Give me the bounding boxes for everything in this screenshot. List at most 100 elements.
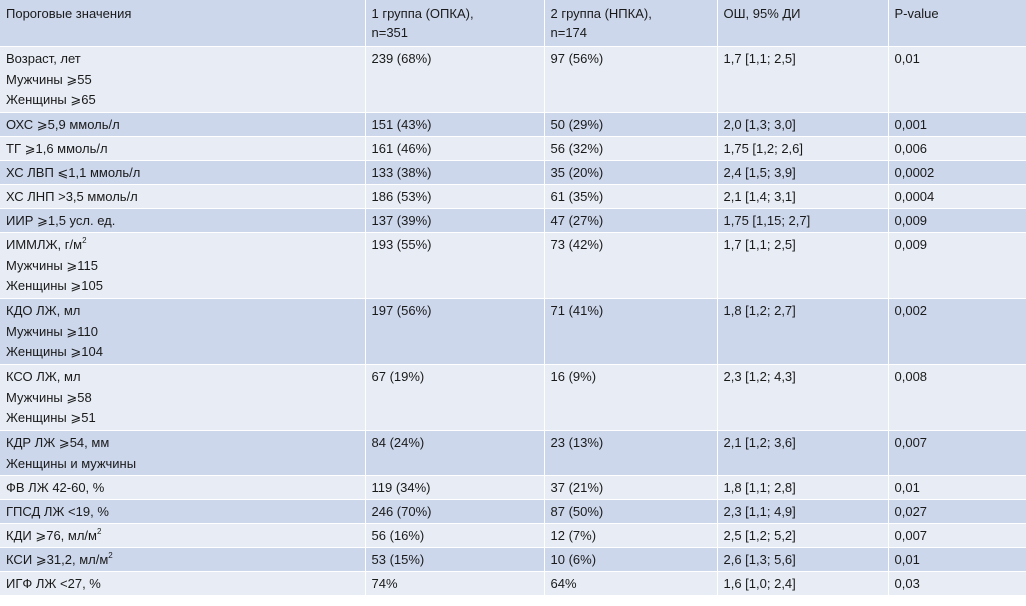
odds-ratio-value: 2,1 [1,4; 3,1] bbox=[717, 184, 889, 209]
threshold-cell: ИГФ ЛЖ <27, % bbox=[0, 571, 366, 596]
group1-value: 186 (53%) bbox=[365, 184, 545, 209]
group2-value: 71 (41%) bbox=[544, 298, 718, 365]
threshold-text: ТГ ⩾1,6 ммоль/л bbox=[6, 141, 108, 156]
table-row: КДИ ⩾76, мл/м2 56 (16%) 12 (7%) 2,5 [1,2; 5… bbox=[0, 523, 1026, 548]
group2-value: 87 (50%) bbox=[544, 499, 718, 524]
group2-value: 73 (42%) bbox=[544, 232, 718, 299]
threshold-line: Женщины ⩾65 bbox=[6, 90, 359, 111]
group2-value: 61 (35%) bbox=[544, 184, 718, 209]
threshold-line: Мужчины ⩾55 bbox=[6, 70, 359, 91]
group1-value: 239 (68%) bbox=[365, 46, 545, 113]
table-row: ХС ЛНП >3,5 ммоль/л 186 (53%) 61 (35%) 2,1 … bbox=[0, 184, 1026, 209]
p-value: 0,002 bbox=[888, 298, 1026, 365]
threshold-text: Мужчины ⩾58 bbox=[6, 389, 92, 405]
table-row: КДО ЛЖ, мл Мужчины ⩾110 Женщины ⩾104 197 (5… bbox=[0, 298, 1026, 365]
odds-ratio-value: 2,0 [1,3; 3,0] bbox=[717, 112, 889, 137]
p-value: 0,0004 bbox=[888, 184, 1026, 209]
table-row: КДР ЛЖ ⩾54, мм Женщины и мужчины 84 (24%) 2… bbox=[0, 430, 1026, 476]
threshold-text: Мужчины ⩾110 bbox=[6, 323, 98, 339]
threshold-text: Женщины ⩾105 bbox=[6, 278, 103, 293]
threshold-cell: ОХС ⩾5,9 ммоль/л bbox=[0, 112, 366, 137]
group2-value: 16 (9%) bbox=[544, 364, 718, 431]
table-row: ИИР ⩾1,5 усл. ед. 137 (39%) 47 (27%) 1,75 [… bbox=[0, 208, 1026, 233]
threshold-cell: ХС ЛВП ⩽1,1 ммоль/л bbox=[0, 160, 366, 185]
threshold-cell: ТГ ⩾1,6 ммоль/л bbox=[0, 136, 366, 161]
threshold-cell: ГПСД ЛЖ <19, % bbox=[0, 499, 366, 524]
group1-value: 161 (46%) bbox=[365, 136, 545, 161]
threshold-text: ИММЛЖ, г/м bbox=[6, 237, 83, 252]
threshold-text: КСО ЛЖ, мл bbox=[6, 369, 81, 384]
odds-ratio-value: 2,5 [1,2; 5,2] bbox=[717, 523, 889, 548]
threshold-cell: КДР ЛЖ ⩾54, мм Женщины и мужчины bbox=[0, 430, 366, 476]
threshold-text: ГПСД ЛЖ <19, % bbox=[6, 504, 109, 519]
threshold-text: Женщины ⩾51 bbox=[6, 410, 96, 425]
threshold-line: ХС ЛВП ⩽1,1 ммоль/л bbox=[6, 163, 359, 184]
p-value: 0,027 bbox=[888, 499, 1026, 524]
threshold-line: Возраст, лет bbox=[6, 49, 359, 70]
table-row: ГПСД ЛЖ <19, % 246 (70%) 87 (50%) 2,3 [1,1;… bbox=[0, 499, 1026, 524]
threshold-cell: ХС ЛНП >3,5 ммоль/л bbox=[0, 184, 366, 209]
header-odds-ratio: ОШ, 95% ДИ bbox=[717, 0, 889, 47]
superscript: 2 bbox=[96, 526, 102, 536]
p-value: 0,03 bbox=[888, 571, 1026, 596]
threshold-line: КДР ЛЖ ⩾54, мм bbox=[6, 433, 359, 454]
group1-value: 137 (39%) bbox=[365, 208, 545, 233]
p-value: 0,009 bbox=[888, 208, 1026, 233]
p-value: 0,006 bbox=[888, 136, 1026, 161]
table-row: КСИ ⩾31,2, мл/м2 53 (15%) 10 (6%) 2,6 [1,3;… bbox=[0, 547, 1026, 572]
group1-value: 151 (43%) bbox=[365, 112, 545, 137]
threshold-line: Мужчины ⩾110 bbox=[6, 322, 359, 343]
odds-ratio-value: 1,8 [1,1; 2,8] bbox=[717, 475, 889, 500]
threshold-text: КДИ ⩾76, мл/м bbox=[6, 528, 97, 543]
table-row: ИММЛЖ, г/м2 Мужчины ⩾115 Женщины ⩾105 193 (… bbox=[0, 232, 1026, 299]
group2-value: 50 (29%) bbox=[544, 112, 718, 137]
threshold-cell: КДО ЛЖ, мл Мужчины ⩾110 Женщины ⩾104 bbox=[0, 298, 366, 365]
threshold-line: Женщины ⩾104 bbox=[6, 342, 359, 363]
table-row: ИГФ ЛЖ <27, % 74% 64% 1,6 [1,0; 2,4] 0,03 bbox=[0, 571, 1026, 596]
threshold-text: ИИР ⩾1,5 усл. ед. bbox=[6, 213, 116, 228]
threshold-text: ИГФ ЛЖ <27, % bbox=[6, 576, 101, 591]
table-row: ОХС ⩾5,9 ммоль/л 151 (43%) 50 (29%) 2,0 [1,… bbox=[0, 112, 1026, 137]
odds-ratio-value: 2,3 [1,2; 4,3] bbox=[717, 364, 889, 431]
threshold-line: КДИ ⩾76, мл/м2 bbox=[6, 526, 359, 547]
group2-value: 64% bbox=[544, 571, 718, 596]
threshold-line: Женщины ⩾51 bbox=[6, 408, 359, 429]
p-value: 0,001 bbox=[888, 112, 1026, 137]
superscript: 2 bbox=[108, 550, 113, 560]
odds-ratio-value: 2,6 [1,3; 5,6] bbox=[717, 547, 889, 572]
threshold-line: ТГ ⩾1,6 ммоль/л bbox=[6, 139, 359, 160]
threshold-line: КСО ЛЖ, мл bbox=[6, 367, 359, 388]
threshold-text: Женщины ⩾104 bbox=[6, 344, 103, 359]
threshold-text: Женщины ⩾65 bbox=[6, 92, 96, 107]
odds-ratio-value: 1,6 [1,0; 2,4] bbox=[717, 571, 889, 596]
threshold-cell: КДИ ⩾76, мл/м2 bbox=[0, 523, 366, 548]
odds-ratio-value: 2,4 [1,5; 3,9] bbox=[717, 160, 889, 185]
threshold-cell: ИММЛЖ, г/м2 Мужчины ⩾115 Женщины ⩾105 bbox=[0, 232, 366, 299]
threshold-text: ХС ЛНП >3,5 ммоль/л bbox=[6, 189, 138, 204]
threshold-line: ХС ЛНП >3,5 ммоль/л bbox=[6, 187, 359, 208]
p-value: 0,008 bbox=[888, 364, 1026, 431]
header-thresholds: Пороговые значения bbox=[0, 0, 366, 47]
threshold-cell: ФВ ЛЖ 42-60, % bbox=[0, 475, 366, 500]
odds-ratio-value: 2,1 [1,2; 3,6] bbox=[717, 430, 889, 476]
odds-ratio-value: 1,75 [1,15; 2,7] bbox=[717, 208, 889, 233]
table-row: ХС ЛВП ⩽1,1 ммоль/л 133 (38%) 35 (20%) 2,4 … bbox=[0, 160, 1026, 185]
table-row: ТГ ⩾1,6 ммоль/л 161 (46%) 56 (32%) 1,75 [1,… bbox=[0, 136, 1026, 161]
threshold-line: ОХС ⩾5,9 ммоль/л bbox=[6, 115, 359, 136]
header-row: Пороговые значения 1 группа (ОПКА), n=35… bbox=[0, 0, 1026, 47]
group1-value: 56 (16%) bbox=[365, 523, 545, 548]
threshold-line: КСИ ⩾31,2, мл/м2 bbox=[6, 550, 359, 571]
group2-value: 10 (6%) bbox=[544, 547, 718, 572]
threshold-line: Женщины и мужчины bbox=[6, 454, 359, 475]
group2-value: 35 (20%) bbox=[544, 160, 718, 185]
threshold-line: КДО ЛЖ, мл bbox=[6, 301, 359, 322]
header-group2-line1: 2 группа (НПКА), bbox=[550, 6, 652, 21]
p-value: 0,01 bbox=[888, 547, 1026, 572]
group1-value: 246 (70%) bbox=[365, 499, 545, 524]
threshold-text: ОХС ⩾5,9 ммоль/л bbox=[6, 117, 120, 132]
threshold-cell: ИИР ⩾1,5 усл. ед. bbox=[0, 208, 366, 233]
odds-ratio-value: 1,75 [1,2; 2,6] bbox=[717, 136, 889, 161]
group1-value: 67 (19%) bbox=[365, 364, 545, 431]
p-value: 0,0002 bbox=[888, 160, 1026, 185]
